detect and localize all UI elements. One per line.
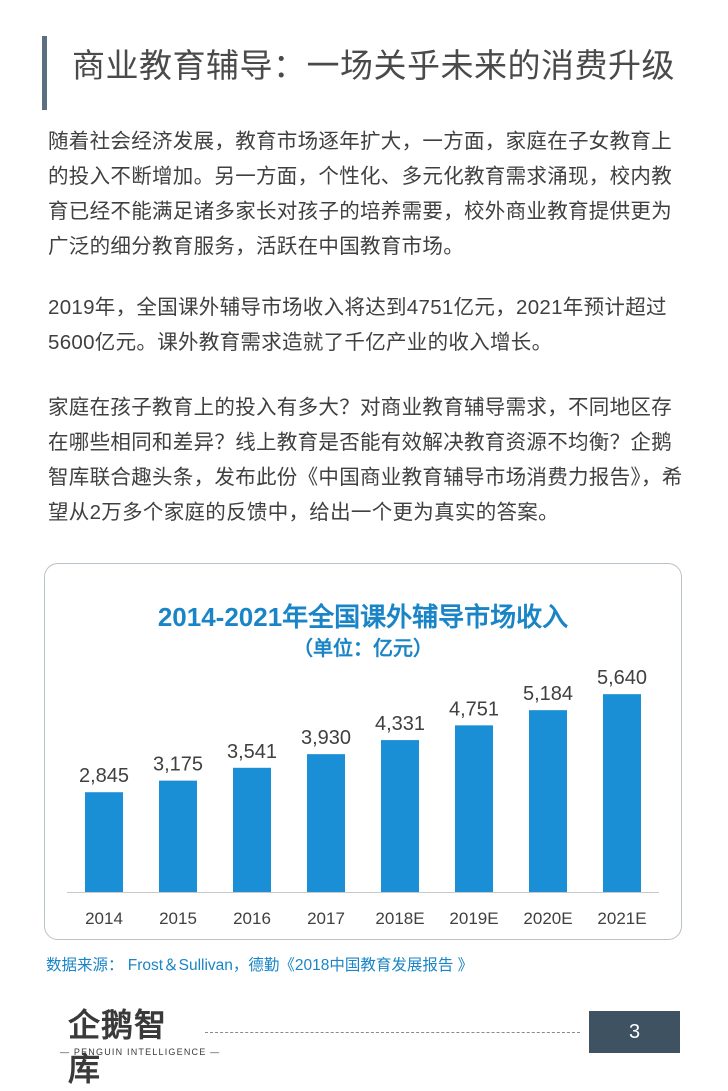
market-paragraph: 2019年，全国课外辅导市场收入将达到4751亿元，2021年预计超过5600亿…	[48, 296, 667, 354]
value-label-2016: 3,541	[227, 741, 277, 763]
value-label-2018E: 4,331	[375, 713, 425, 735]
bar-2015	[159, 780, 197, 892]
value-label-2015: 3,175	[153, 754, 203, 776]
value-label-2019E: 4,751	[449, 698, 499, 720]
x-tick-label-2016: 2016	[233, 909, 271, 928]
penguin-intelligence-logo: 企鹅智库 — PENGUIN INTELLIGENCE —	[60, 1003, 219, 1087]
value-label-2014: 2,845	[79, 765, 129, 787]
x-tick-label-2017: 2017	[307, 909, 345, 928]
bar-2017	[307, 754, 345, 892]
bar-2016	[233, 767, 271, 892]
page-number: 3	[589, 1011, 680, 1053]
x-tick-label-2018E: 2018E	[375, 909, 424, 928]
footer-divider	[205, 1032, 580, 1033]
chart-title: 2014-2021年全国课外辅导市场收入	[157, 602, 569, 632]
chart-subtitle: （单位：亿元）	[293, 638, 433, 660]
logo-subtitle: — PENGUIN INTELLIGENCE —	[60, 1047, 221, 1057]
value-label-2021E: 5,640	[597, 667, 647, 689]
x-tick-label-2021E: 2021E	[597, 909, 646, 928]
revenue-bar-chart: 2,845 2014 3,175 2015 3,541 2016 3,930 2017 4,33…	[67, 667, 659, 928]
logo-text: 企鹅智库	[68, 1007, 168, 1087]
report-paragraph: 家庭在孩子教育上的投入有多大？对商业教育辅导需求，不同地区存在哪些相同和差异？线…	[48, 396, 683, 524]
x-tick-label-2019E: 2019E	[449, 909, 498, 928]
value-label-2020E: 5,184	[523, 683, 573, 705]
intro-paragraph: 随着社会经济发展，教育市场逐年扩大，一方面，家庭在子女教育上的投入不断增加。另一…	[48, 130, 672, 258]
title-accent-bar	[42, 36, 47, 110]
bar-2020E	[529, 710, 567, 892]
bar-2021E	[603, 694, 641, 892]
x-tick-label-2020E: 2020E	[523, 909, 572, 928]
page-title: 商业教育辅导：一场关乎未来的消费升级	[72, 47, 675, 84]
value-label-2017: 3,930	[301, 727, 351, 749]
bar-2018E	[381, 740, 419, 892]
data-source: 数据来源： Frost＆Sullivan，德勤《2018中国教育发展报告 》	[46, 957, 474, 974]
x-tick-label-2015: 2015	[159, 909, 197, 928]
bar-2019E	[455, 725, 493, 892]
x-tick-label-2014: 2014	[85, 909, 123, 928]
revenue-chart-card: 2014-2021年全国课外辅导市场收入 （单位：亿元） 2,845 2014 3,…	[44, 563, 682, 940]
bar-2014	[85, 792, 123, 892]
